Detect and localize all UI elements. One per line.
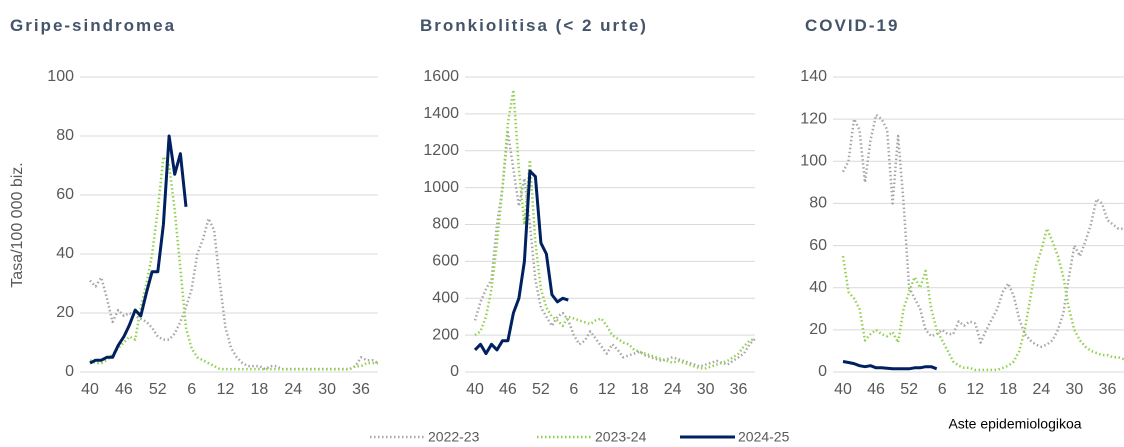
x-tick-label: 52 — [900, 381, 918, 398]
x-tick-label: 40 — [466, 381, 484, 398]
y-tick-label: 600 — [432, 253, 459, 270]
y-tick-label: 0 — [450, 363, 459, 380]
y-tick-label: 800 — [432, 216, 459, 233]
y-tick-label: 0 — [65, 363, 74, 380]
legend-label: 2023-24 — [595, 429, 647, 445]
x-tick-label: 46 — [115, 381, 133, 398]
x-tick-label: 46 — [867, 381, 885, 398]
y-tick-label: 1600 — [423, 68, 459, 85]
x-tick-label: 6 — [569, 381, 578, 398]
series-line: 2023-24 — [474, 88, 756, 370]
x-tick-label: 30 — [697, 381, 715, 398]
x-tick-label: 24 — [284, 381, 302, 398]
y-tick-label: 100 — [47, 68, 74, 85]
y-tick-label: 100 — [800, 153, 827, 170]
series-line: 2023-24 — [89, 155, 378, 371]
x-tick-label: 24 — [1032, 381, 1050, 398]
series-line: 2022-23 — [89, 217, 379, 371]
y-tick-label: 20 — [809, 321, 827, 338]
legend-label: 2022-23 — [428, 429, 480, 445]
y-tick-label: 200 — [432, 326, 459, 343]
x-tick-label: 52 — [149, 381, 167, 398]
x-tick-label: 46 — [499, 381, 517, 398]
series-line: 2022-23 — [473, 131, 756, 368]
x-tick-label: 18 — [251, 381, 269, 398]
x-tick-label: 36 — [730, 381, 748, 398]
x-tick-label: 40 — [834, 381, 852, 398]
x-tick-label: 40 — [81, 381, 99, 398]
y-tick-label: 80 — [56, 127, 74, 144]
x-tick-label: 24 — [664, 381, 682, 398]
x-tick-label: 30 — [1066, 381, 1084, 398]
x-tick-label: 18 — [631, 381, 649, 398]
y-tick-label: 40 — [809, 279, 827, 296]
x-tick-label: 6 — [187, 381, 196, 398]
series-line: 2024-25 — [89, 134, 188, 365]
x-tick-label: 36 — [1099, 381, 1117, 398]
x-axis-label: Aste epidemiologikoa — [948, 416, 1081, 432]
y-tick-label: 20 — [56, 304, 74, 321]
y-tick-label: 0 — [818, 363, 827, 380]
chart-title: Gripe-sindromea — [10, 16, 176, 35]
x-tick-label: 12 — [217, 381, 235, 398]
chart-title: Bronkiolitisa (< 2 urte) — [420, 16, 648, 35]
series-line: 2024-25 — [473, 169, 569, 356]
y-tick-label: 400 — [432, 289, 459, 306]
x-tick-label: 36 — [352, 381, 370, 398]
chart-title: COVID-19 — [805, 16, 899, 35]
x-tick-label: 12 — [966, 381, 984, 398]
x-tick-label: 30 — [318, 381, 336, 398]
y-tick-label: 1400 — [423, 105, 459, 122]
y-tick-label: 60 — [56, 186, 74, 203]
y-tick-label: 80 — [809, 195, 827, 212]
x-tick-label: 52 — [532, 381, 550, 398]
y-tick-label: 1000 — [423, 179, 459, 196]
y-tick-label: 40 — [56, 245, 74, 262]
y-tick-label: 1200 — [423, 142, 459, 159]
y-tick-label: 120 — [800, 110, 827, 127]
y-tick-label: 140 — [800, 68, 827, 85]
x-tick-label: 18 — [999, 381, 1017, 398]
series-line: 2023-24 — [841, 227, 1124, 372]
y-axis-label: Tasa/100 000 biz. — [9, 162, 26, 287]
series-line: 2024-25 — [842, 360, 938, 371]
y-tick-label: 60 — [809, 237, 827, 254]
x-tick-label: 6 — [938, 381, 947, 398]
legend-label: 2024-25 — [738, 429, 790, 445]
x-tick-label: 12 — [598, 381, 616, 398]
series-line: 2022-23 — [841, 113, 1124, 348]
